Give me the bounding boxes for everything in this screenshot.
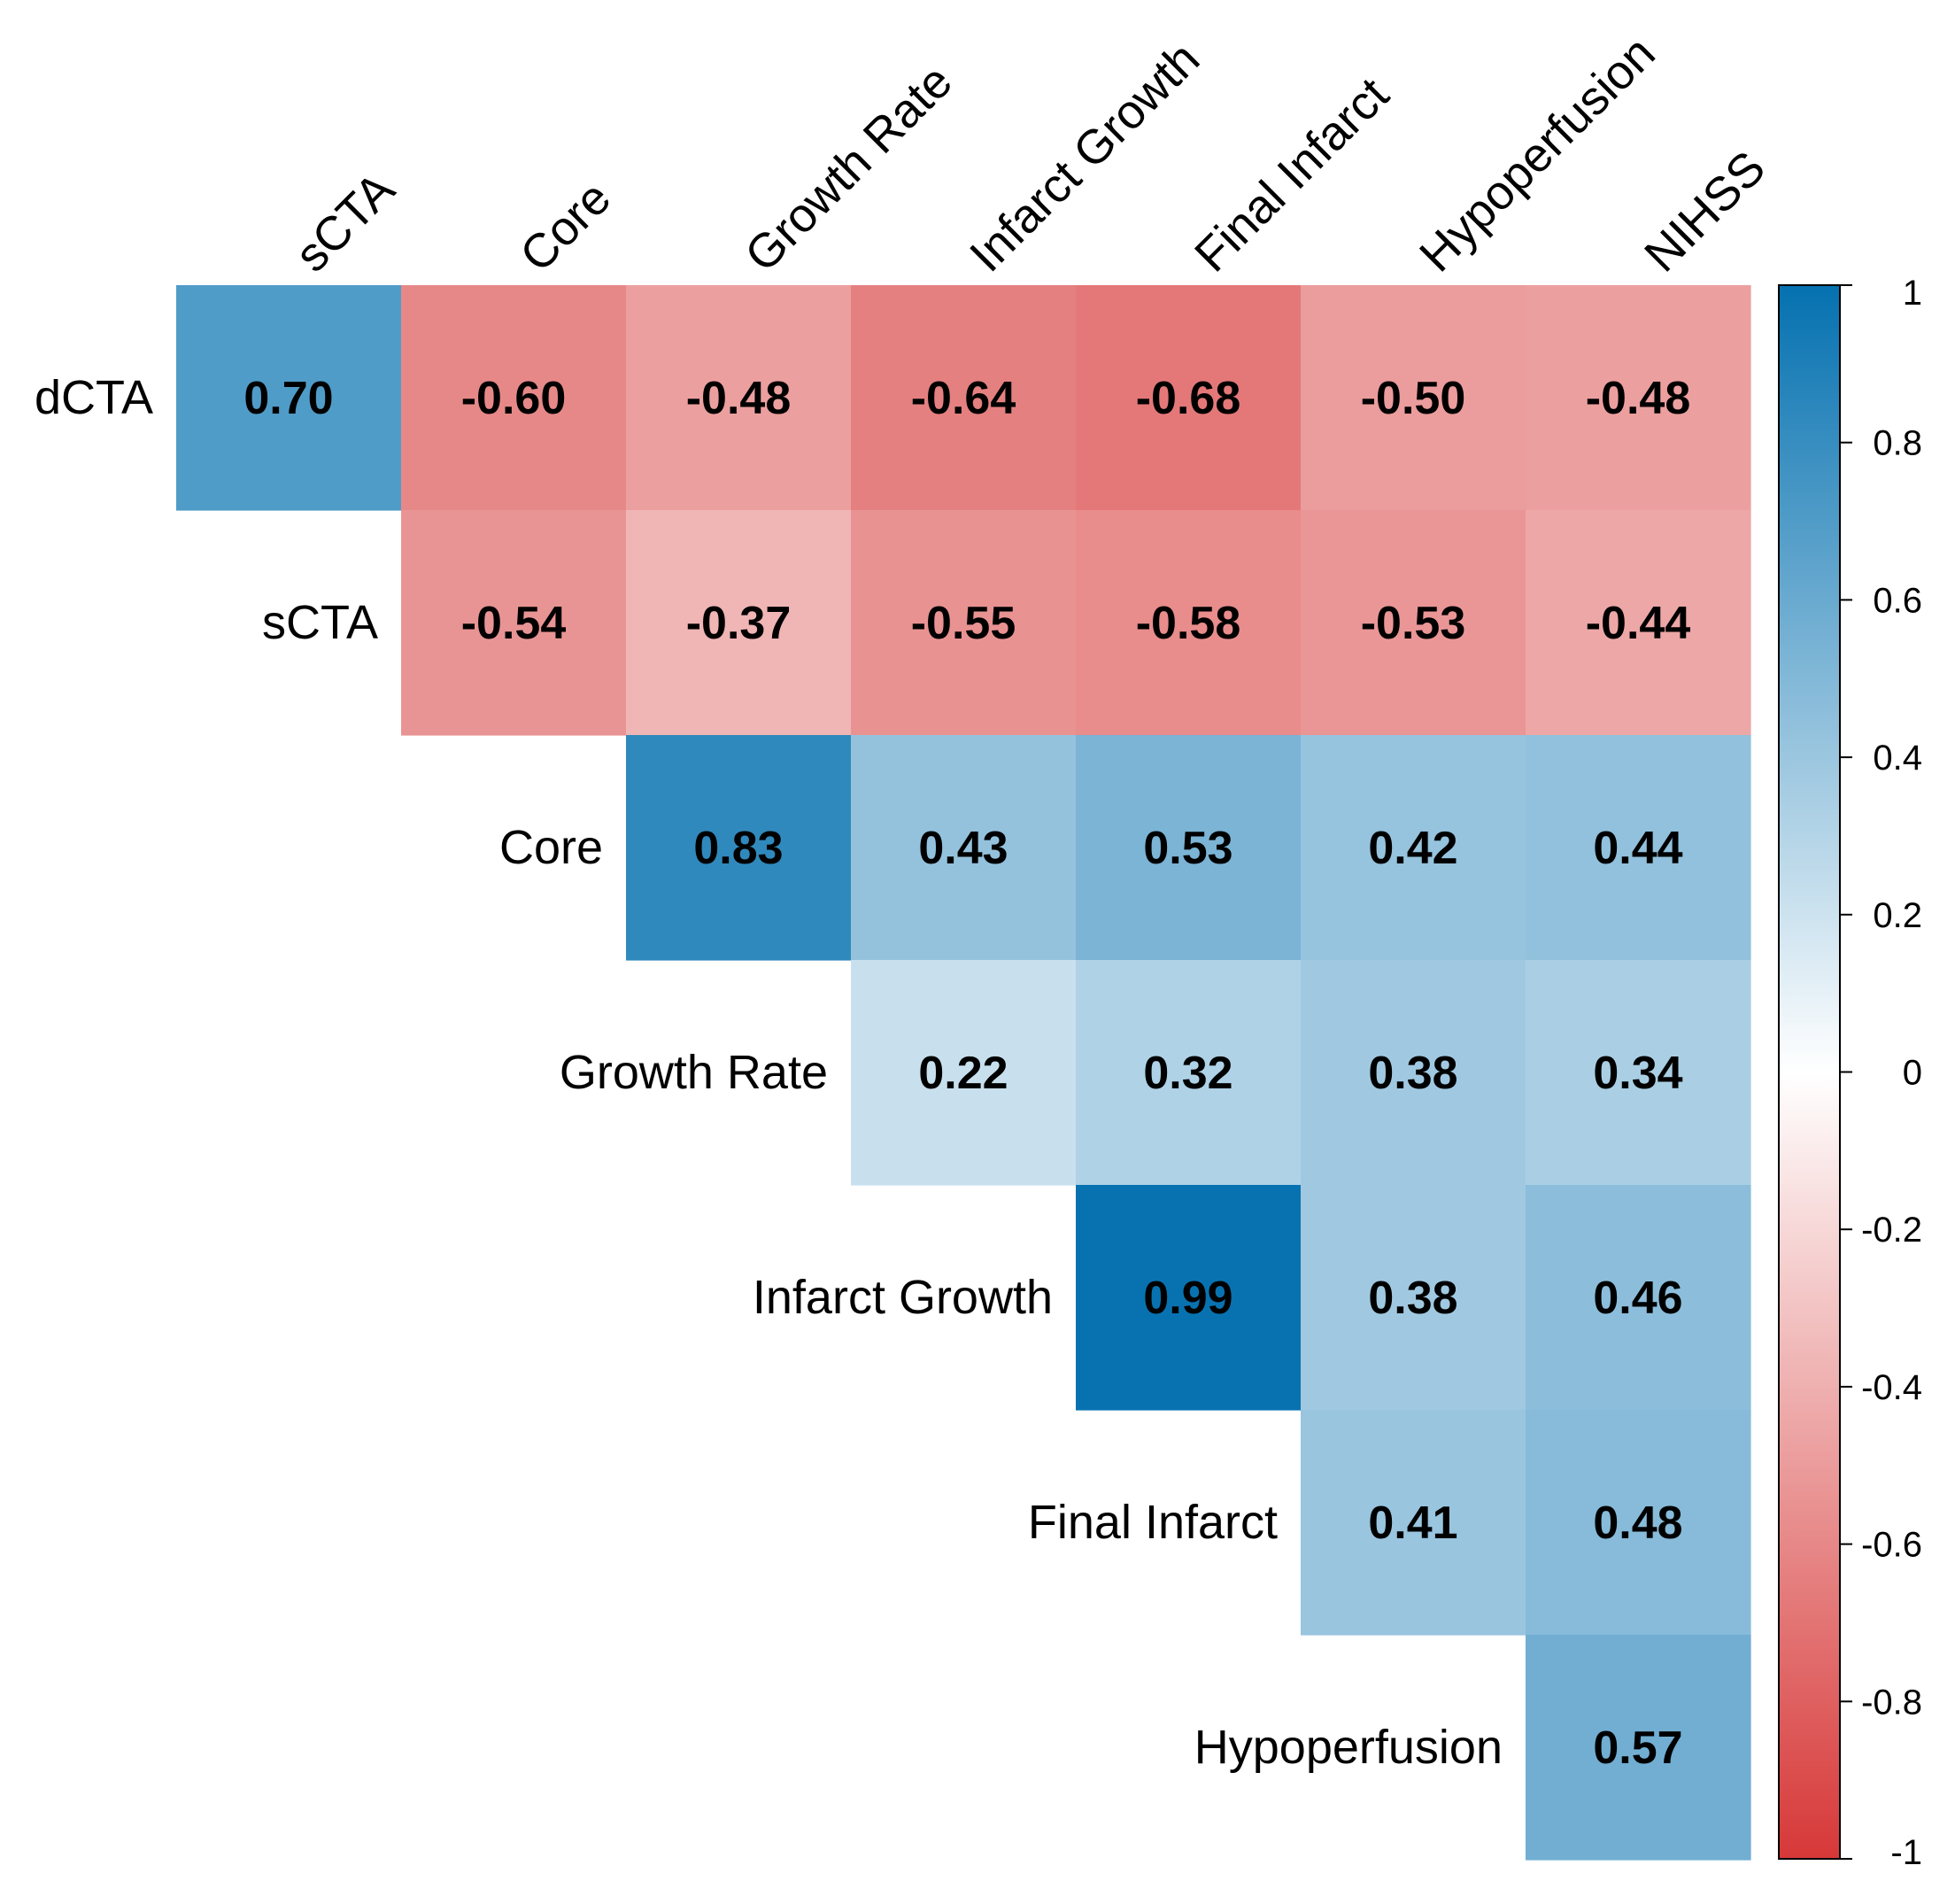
colorbar-tick-label: -1: [1890, 1833, 1922, 1872]
value-dcta-final-infarct: -0.68: [1136, 373, 1241, 424]
colorbar-tick-label: 1: [1903, 274, 1922, 313]
colorbar-tick-label: 0.6: [1873, 581, 1922, 620]
col-label-infarct-growth: Infarct Growth: [960, 32, 1209, 282]
colorbar-tick-label: 0: [1903, 1054, 1922, 1093]
cell-dcta-infarct-growth: [851, 285, 1077, 511]
row-label-infarct-growth: Infarct Growth: [753, 1271, 1053, 1324]
col-label-final-infarct: Final Infarct: [1185, 68, 1399, 283]
cell-core-hypoperfusion: [1301, 735, 1526, 961]
value-growth-rate-final-infarct: 0.32: [1143, 1048, 1232, 1099]
cell-dcta-hypoperfusion: [1301, 285, 1526, 511]
cell-scta-nihss: [1526, 510, 1751, 736]
cell-core-nihss: [1526, 735, 1751, 961]
row-label-scta: sCTA: [262, 596, 378, 649]
colorbar-tick-label: 0.2: [1873, 896, 1922, 935]
value-final-infarct-nihss: 0.48: [1593, 1498, 1682, 1549]
value-growth-rate-hypoperfusion: 0.38: [1368, 1048, 1457, 1099]
row-label-final-infarct: Final Infarct: [1028, 1496, 1278, 1549]
colorbar-tick-label: -0.6: [1861, 1526, 1922, 1565]
value-growth-rate-nihss: 0.34: [1593, 1048, 1682, 1099]
heatmap-values: 0.70 -0.60 -0.48 -0.64 -0.68 -0.50 -0.48 -0.54 -…: [243, 373, 1690, 1774]
value-dcta-core: -0.60: [461, 373, 567, 424]
cell-scta-final-infarct: [1076, 510, 1302, 736]
col-label-core: Core: [510, 171, 621, 282]
colorbar-tick-label: 0.8: [1873, 424, 1922, 463]
cell-scta-core: [401, 510, 627, 736]
colorbar-tick-label: 0.4: [1873, 739, 1922, 778]
value-scta-hypoperfusion: -0.53: [1361, 598, 1466, 649]
value-scta-core: -0.54: [461, 598, 567, 649]
cell-dcta-final-infarct: [1076, 285, 1302, 511]
col-label-growth-rate: Growth Rate: [735, 55, 962, 283]
colorbar-tick-label: -0.2: [1861, 1211, 1922, 1250]
cell-core-growth-rate: [626, 735, 852, 961]
row-labels: dCTA sCTA Core Growth Rate Infarct Growth Fin…: [35, 371, 1503, 1774]
cell-dcta-nihss: [1526, 285, 1751, 511]
value-final-infarct-hypoperfusion: 0.41: [1368, 1498, 1457, 1549]
value-dcta-hypoperfusion: -0.50: [1361, 373, 1466, 424]
value-core-hypoperfusion: 0.42: [1368, 823, 1457, 874]
value-scta-final-infarct: -0.58: [1136, 598, 1241, 649]
cell-infarct-growth-final-infarct: [1076, 1185, 1302, 1411]
cell-scta-growth-rate: [626, 510, 852, 736]
value-infarct-growth-final-infarct: 0.99: [1143, 1273, 1232, 1324]
value-dcta-scta: 0.70: [243, 373, 333, 424]
cell-dcta-core: [401, 285, 627, 511]
col-label-nihss: NIHSS: [1634, 141, 1775, 282]
cell-scta-hypoperfusion: [1301, 510, 1526, 736]
cell-scta-infarct-growth: [851, 510, 1077, 736]
cell-final-infarct-nihss: [1526, 1410, 1751, 1636]
col-label-scta: sCTA: [285, 162, 405, 282]
value-hypoperfusion-nihss: 0.57: [1593, 1722, 1682, 1774]
value-dcta-infarct-growth: -0.64: [911, 373, 1016, 424]
row-label-dcta: dCTA: [35, 371, 153, 424]
cell-final-infarct-hypoperfusion: [1301, 1410, 1526, 1636]
value-infarct-growth-hypoperfusion: 0.38: [1368, 1273, 1457, 1324]
cell-growth-rate-final-infarct: [1076, 960, 1302, 1186]
value-scta-nihss: -0.44: [1586, 598, 1691, 649]
cell-core-final-infarct: [1076, 735, 1302, 961]
value-scta-growth-rate: -0.37: [686, 598, 792, 649]
cell-dcta-growth-rate: [626, 285, 852, 511]
value-core-nihss: 0.44: [1593, 823, 1682, 874]
cell-growth-rate-infarct-growth: [851, 960, 1077, 1186]
row-label-core: Core: [499, 821, 603, 874]
cell-core-infarct-growth: [851, 735, 1077, 961]
cell-dcta-scta: [176, 285, 402, 511]
cell-hypoperfusion-nihss: [1526, 1635, 1751, 1861]
colorbar-gradient: [1778, 284, 1841, 1860]
value-dcta-growth-rate: -0.48: [686, 373, 792, 424]
row-label-hypoperfusion: Hypoperfusion: [1194, 1721, 1503, 1774]
col-label-hypoperfusion: Hypoperfusion: [1410, 27, 1665, 283]
value-scta-infarct-growth: -0.55: [911, 598, 1016, 649]
cell-growth-rate-hypoperfusion: [1301, 960, 1526, 1186]
value-infarct-growth-nihss: 0.46: [1593, 1273, 1682, 1324]
colorbar: 1 0.8 0.6 0.4 0.2 0 -0.2 -0.4 -0.6 -0.8 -1: [1778, 274, 1922, 1872]
value-dcta-nihss: -0.48: [1586, 373, 1691, 424]
heatmap-cells: [176, 285, 1751, 1861]
value-core-infarct-growth: 0.43: [918, 823, 1008, 874]
colorbar-tick-label: -0.8: [1861, 1683, 1922, 1722]
colorbar-tick-label: -0.4: [1861, 1368, 1922, 1407]
cell-infarct-growth-nihss: [1526, 1185, 1751, 1411]
cell-infarct-growth-hypoperfusion: [1301, 1185, 1526, 1411]
value-core-final-infarct: 0.53: [1143, 823, 1232, 874]
value-growth-rate-infarct-growth: 0.22: [918, 1048, 1008, 1099]
row-label-growth-rate: Growth Rate: [560, 1046, 828, 1099]
cell-growth-rate-nihss: [1526, 960, 1751, 1186]
value-core-growth-rate: 0.83: [693, 823, 783, 874]
